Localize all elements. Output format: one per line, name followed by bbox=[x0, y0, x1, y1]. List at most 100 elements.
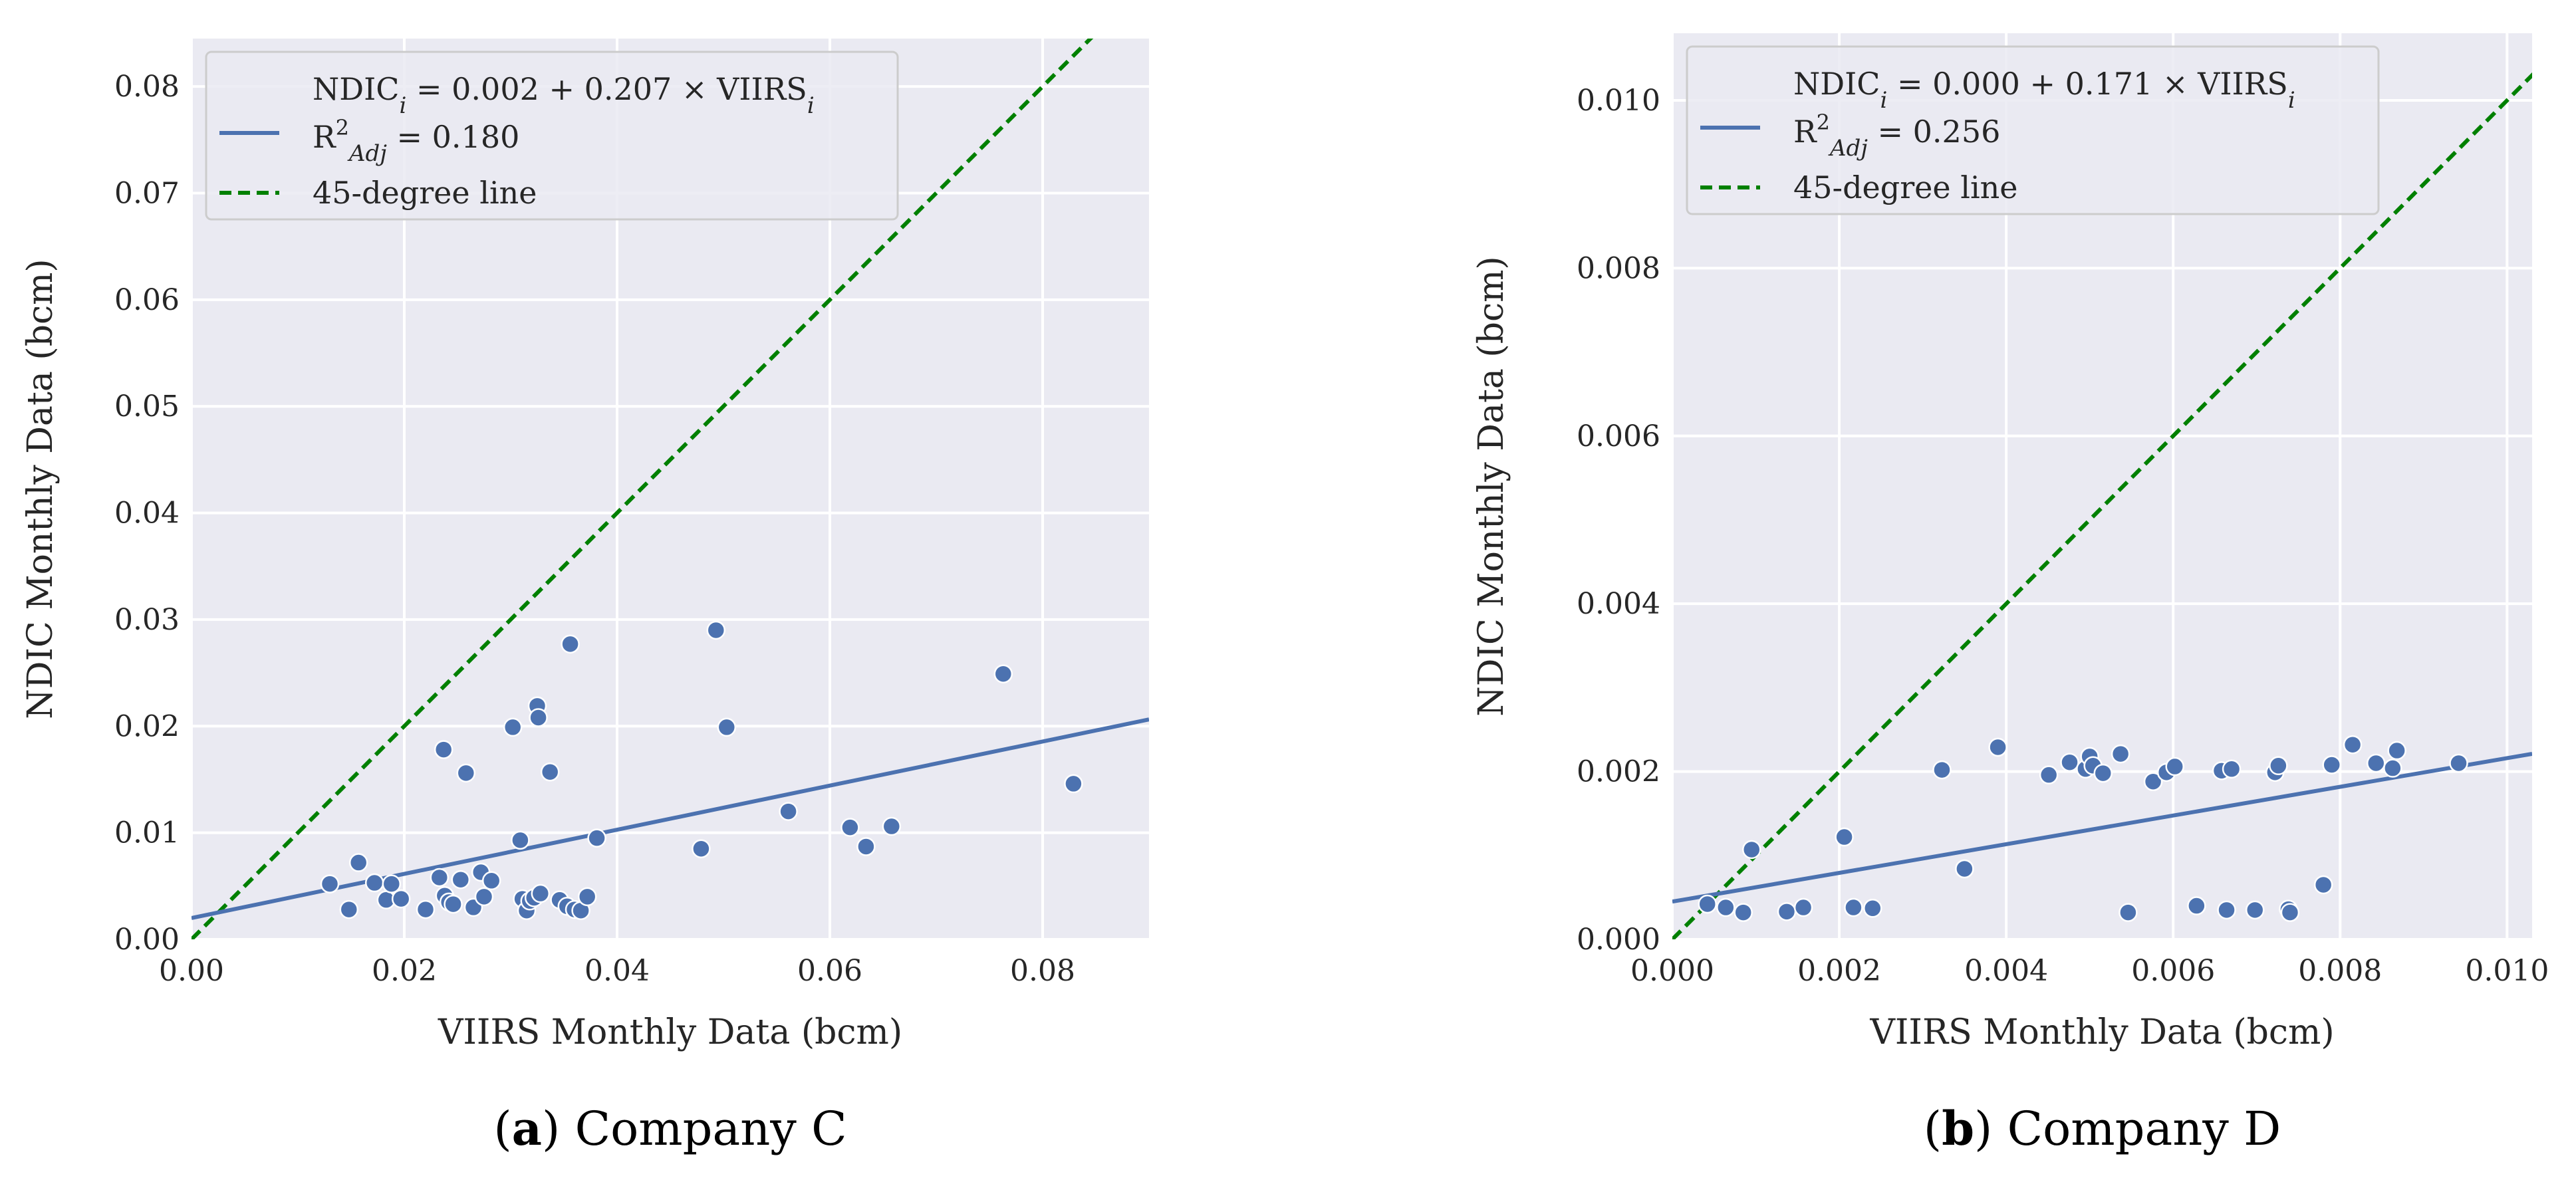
caption-title: Company D bbox=[2007, 1102, 2281, 1156]
data-point bbox=[2322, 755, 2341, 774]
data-point bbox=[2111, 744, 2130, 764]
data-point bbox=[416, 899, 436, 919]
x-tick-label: 0.02 bbox=[372, 954, 437, 988]
legend-fit-r2: R2Adj = 0.256 bbox=[1793, 110, 2000, 162]
data-point bbox=[1716, 897, 1736, 917]
data-point bbox=[993, 664, 1013, 683]
y-tick-label: 0.000 bbox=[1577, 923, 1660, 957]
data-point bbox=[2119, 903, 2138, 922]
panel-a-company-c: 0.00 0.02 0.04 0.06 0.08 0.00 0.01 0.02 0.03 0.04… bbox=[21, 39, 1149, 1156]
data-point bbox=[2245, 900, 2265, 920]
legend-ref-label: 45-degree line bbox=[313, 175, 537, 211]
data-point bbox=[717, 717, 737, 737]
data-point bbox=[1793, 897, 1813, 917]
data-point bbox=[511, 830, 530, 850]
y-tick-label: 0.00 bbox=[114, 923, 180, 957]
y-tick-label: 0.08 bbox=[114, 70, 180, 104]
x-tick-label: 0.08 bbox=[1010, 954, 1075, 988]
data-point bbox=[577, 887, 597, 907]
legend-fit-r2: R2Adj = 0.180 bbox=[313, 115, 519, 167]
legend-ref-label: 45-degree line bbox=[1793, 170, 2018, 205]
x-tick-label: 0.002 bbox=[1797, 954, 1881, 988]
data-point bbox=[1835, 827, 1854, 847]
legend-box bbox=[1686, 45, 2380, 215]
data-point bbox=[529, 708, 548, 727]
panel-b-company-d: 0.000 0.002 0.004 0.006 0.008 0.010 0.000 0.002… bbox=[1472, 33, 2549, 1156]
x-axis-label: VIIRS Monthly Data (bcm) bbox=[438, 1012, 902, 1052]
data-point bbox=[503, 717, 523, 737]
x-tick-label: 0.006 bbox=[2131, 954, 2215, 988]
y-axis-label: NDIC Monthly Data (bcm) bbox=[21, 259, 61, 719]
x-tick-label: 0.04 bbox=[584, 954, 650, 988]
data-point bbox=[382, 874, 402, 893]
data-point bbox=[456, 763, 476, 783]
data-point bbox=[531, 884, 551, 903]
data-point bbox=[2449, 753, 2468, 773]
data-point bbox=[2039, 765, 2059, 784]
data-point bbox=[561, 634, 580, 654]
plot-area bbox=[192, 39, 1149, 939]
data-point bbox=[1698, 894, 1717, 914]
data-point bbox=[1742, 840, 1761, 860]
data-point bbox=[882, 816, 902, 836]
data-point bbox=[339, 899, 359, 919]
panel-caption: (b) Company D bbox=[1924, 1101, 2281, 1156]
data-point bbox=[2367, 753, 2386, 773]
caption-label: b bbox=[1942, 1101, 1974, 1156]
y-tick-label: 0.04 bbox=[114, 497, 180, 531]
x-tick-label: 0.010 bbox=[2465, 954, 2549, 988]
data-point bbox=[1777, 902, 1797, 921]
data-point bbox=[391, 889, 411, 909]
y-tick-label: 0.07 bbox=[114, 177, 180, 211]
x-tick-label: 0.06 bbox=[797, 954, 862, 988]
caption-title: Company C bbox=[575, 1102, 847, 1156]
data-point bbox=[2269, 756, 2288, 776]
x-axis-label: VIIRS Monthly Data (bcm) bbox=[1869, 1012, 2334, 1052]
y-axis-label: NDIC Monthly Data (bcm) bbox=[1472, 256, 1511, 716]
y-tick-label: 0.02 bbox=[114, 709, 180, 743]
data-point bbox=[2280, 903, 2300, 922]
data-point bbox=[444, 894, 463, 914]
panel-caption: (a) Company C bbox=[493, 1101, 846, 1156]
data-point bbox=[364, 873, 384, 893]
data-point bbox=[2343, 735, 2363, 755]
data-point bbox=[706, 620, 726, 640]
data-point bbox=[434, 740, 453, 759]
data-point bbox=[692, 839, 711, 858]
data-point bbox=[2387, 741, 2406, 761]
legend-fit-equation: NDICi = 0.002 + 0.207 × VIIRSi bbox=[313, 71, 815, 119]
data-point bbox=[540, 762, 560, 782]
data-point bbox=[587, 828, 606, 848]
data-point bbox=[451, 870, 471, 889]
y-tick-label: 0.05 bbox=[114, 390, 180, 423]
reference-45-degree-line bbox=[192, 39, 1094, 939]
reference-45-degree-line bbox=[1672, 72, 2532, 939]
data-point bbox=[779, 802, 798, 821]
data-point bbox=[474, 887, 494, 907]
data-point bbox=[1932, 760, 1952, 780]
x-tick-label: 0.008 bbox=[2298, 954, 2382, 988]
data-point bbox=[2187, 896, 2206, 915]
data-point bbox=[320, 874, 340, 893]
caption-label: a bbox=[512, 1101, 542, 1156]
data-point bbox=[2143, 772, 2163, 791]
y-tick-label: 0.004 bbox=[1577, 587, 1660, 621]
x-tick-label: 0.00 bbox=[159, 954, 224, 988]
data-point bbox=[1844, 897, 1863, 917]
data-point bbox=[348, 853, 368, 872]
data-point bbox=[2383, 759, 2402, 778]
data-point bbox=[1955, 859, 1974, 879]
y-tick-label: 0.06 bbox=[114, 283, 180, 317]
legend-fit-equation: NDICi = 0.000 + 0.171 × VIIRSi bbox=[1793, 66, 2295, 114]
data-point bbox=[2165, 757, 2184, 776]
x-tick-label: 0.004 bbox=[1964, 954, 2048, 988]
data-point bbox=[2093, 763, 2113, 783]
data-point bbox=[1734, 903, 1753, 922]
x-tick-label: 0.000 bbox=[1630, 954, 1714, 988]
data-point bbox=[2222, 759, 2242, 779]
regression-fit-line bbox=[1672, 751, 2532, 904]
y-tick-label: 0.002 bbox=[1577, 755, 1660, 789]
data-point bbox=[481, 871, 501, 891]
data-point bbox=[1064, 774, 1083, 794]
